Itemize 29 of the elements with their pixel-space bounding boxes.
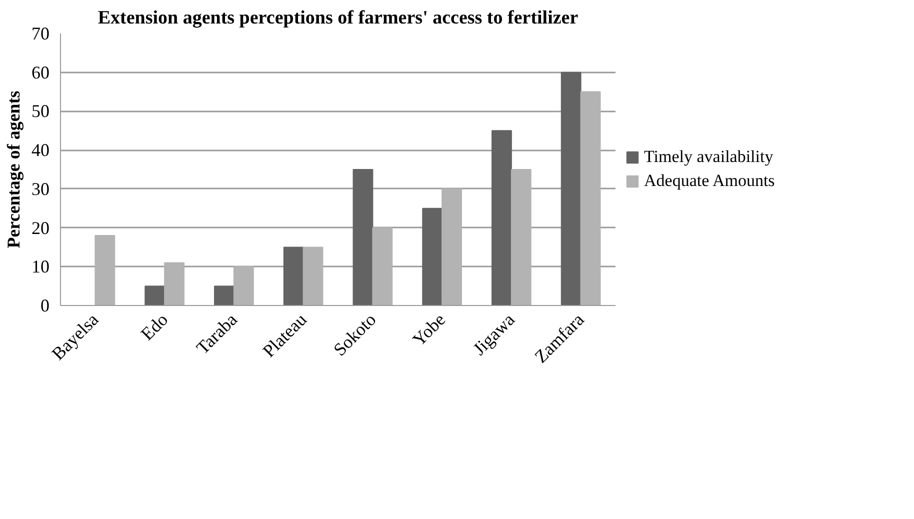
bar <box>580 91 601 306</box>
bar <box>492 130 512 306</box>
chart-title: Extension agents perceptions of farmers' access to fertilizer <box>98 8 579 28</box>
bar <box>560 72 582 306</box>
bar <box>164 262 184 306</box>
legend-label: Timely availability <box>644 147 774 167</box>
y-tick-label: 40 <box>32 140 50 160</box>
bar <box>144 286 166 306</box>
bar <box>352 169 374 306</box>
bar <box>422 208 443 306</box>
bar <box>302 246 324 306</box>
x-tick-label: Yobe <box>408 309 450 350</box>
y-tick-label: 70 <box>32 24 50 44</box>
y-tick-label: 50 <box>32 101 50 122</box>
y-tick-label: 30 <box>32 178 50 199</box>
y-axis-title: Percentage of agents <box>4 90 24 248</box>
bar <box>283 246 304 306</box>
y-tick-label: 0 <box>40 296 50 316</box>
bar <box>510 169 532 306</box>
y-tick-label: 60 <box>32 62 50 82</box>
bar <box>442 188 462 306</box>
bar <box>214 286 234 306</box>
y-tick-label: 10 <box>32 256 50 277</box>
legend-label: Adequate Amounts <box>644 171 775 191</box>
bar <box>372 227 393 306</box>
y-tick-label: 20 <box>32 218 50 238</box>
bar <box>94 235 116 306</box>
bar <box>233 266 254 306</box>
x-tick-label: Edo <box>136 309 172 344</box>
